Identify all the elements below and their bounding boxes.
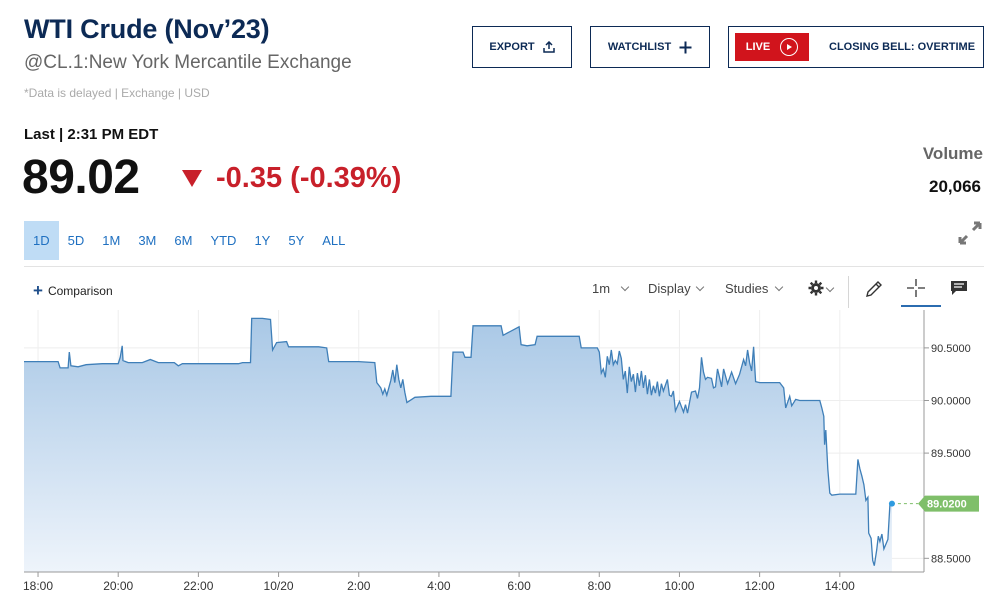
live-show-title: CLOSING BELL: OVERTIME bbox=[829, 41, 976, 53]
display-dropdown[interactable]: Display bbox=[648, 281, 704, 296]
display-label: Display bbox=[648, 281, 691, 296]
live-badge: LIVE bbox=[735, 33, 809, 61]
plus-icon bbox=[679, 41, 692, 54]
crosshair-icon[interactable] bbox=[906, 278, 926, 298]
plus-icon: + bbox=[33, 281, 43, 300]
x-tick-label: 10/20 bbox=[264, 579, 294, 593]
volume-value: 20,066 bbox=[929, 177, 981, 196]
studies-label: Studies bbox=[725, 281, 769, 296]
x-tick-label: 22:00 bbox=[183, 579, 213, 593]
last-price: 89.02 bbox=[22, 151, 140, 204]
comparison-button[interactable]: + Comparison bbox=[33, 281, 113, 300]
x-tick-label: 12:00 bbox=[745, 579, 775, 593]
pencil-icon[interactable] bbox=[864, 279, 884, 299]
export-button[interactable]: EXPORT bbox=[472, 26, 572, 68]
crosshair-active-indicator bbox=[901, 305, 941, 307]
range-6m[interactable]: 6M bbox=[174, 233, 193, 248]
comment-icon[interactable] bbox=[950, 280, 968, 296]
play-icon bbox=[780, 38, 799, 56]
range-ytd[interactable]: YTD bbox=[210, 233, 237, 248]
x-tick-label: 2:00 bbox=[347, 579, 371, 593]
watchlist-button[interactable]: WATCHLIST bbox=[590, 26, 710, 68]
settings-dropdown[interactable] bbox=[808, 280, 835, 299]
y-tick-label: 89.5000 bbox=[931, 448, 971, 460]
comparison-label: Comparison bbox=[47, 284, 113, 298]
range-3m[interactable]: 3M bbox=[138, 233, 157, 248]
x-tick-label: 18:00 bbox=[23, 579, 53, 593]
range-5y[interactable]: 5Y bbox=[288, 233, 305, 248]
x-tick-label: 14:00 bbox=[825, 579, 855, 593]
last-price-tag: 89.0200 bbox=[918, 495, 979, 512]
chevron-down-icon bbox=[775, 282, 784, 292]
price-change: -0.35 (-0.39%) bbox=[182, 162, 401, 195]
interval-label: 1m bbox=[592, 281, 611, 296]
range-5d[interactable]: 5D bbox=[67, 233, 85, 248]
last-price-tag-label: 89.0200 bbox=[927, 499, 967, 511]
price-chart-svg[interactable]: 18:00 20:00 22:00 10/20 2:00 4:00 6:00 8:00 10:0… bbox=[0, 310, 991, 601]
price-area bbox=[24, 318, 892, 572]
toolbar-separator bbox=[848, 276, 849, 308]
gear-icon bbox=[808, 280, 824, 299]
x-tick-label: 20:00 bbox=[103, 579, 133, 593]
price-line bbox=[24, 317, 893, 566]
chevron-down-icon bbox=[825, 283, 835, 293]
live-label: LIVE bbox=[745, 41, 771, 53]
x-tick-label: 6:00 bbox=[507, 579, 531, 593]
time-range-selector: 1D 5D 1M 3M 6M YTD 1Y 5Y ALL bbox=[24, 221, 354, 260]
x-tick-label: 10:00 bbox=[664, 579, 694, 593]
live-show-button[interactable]: LIVE CLOSING BELL: OVERTIME bbox=[728, 26, 984, 68]
range-1y[interactable]: 1Y bbox=[254, 233, 271, 248]
quote-title: WTI Crude (Nov’23) bbox=[24, 14, 270, 44]
expand-chart-icon[interactable] bbox=[957, 220, 983, 251]
x-tick-label: 8:00 bbox=[588, 579, 612, 593]
chevron-down-icon bbox=[620, 282, 630, 292]
export-label: EXPORT bbox=[489, 41, 535, 53]
range-1d[interactable]: 1D bbox=[24, 221, 59, 260]
chevron-down-icon bbox=[695, 282, 704, 292]
last-trade-time: Last | 2:31 PM EDT bbox=[24, 126, 159, 143]
volume-label: Volume bbox=[922, 144, 983, 163]
price-chart[interactable]: 18:00 20:00 22:00 10/20 2:00 4:00 6:00 8:00 10:0… bbox=[0, 310, 991, 601]
range-all[interactable]: ALL bbox=[322, 233, 346, 248]
range-1m[interactable]: 1M bbox=[102, 233, 121, 248]
y-tick-label: 90.5000 bbox=[931, 343, 971, 355]
x-tick-label: 4:00 bbox=[427, 579, 451, 593]
down-arrow-icon bbox=[182, 170, 202, 187]
interval-dropdown[interactable]: 1m bbox=[592, 281, 630, 296]
watchlist-label: WATCHLIST bbox=[607, 41, 672, 53]
toolbar-divider bbox=[24, 266, 984, 267]
y-tick-label: 90.0000 bbox=[931, 395, 971, 407]
price-change-value: -0.35 (-0.39%) bbox=[216, 162, 402, 194]
y-tick-label: 88.5000 bbox=[931, 553, 971, 565]
exchange-subtitle: @CL.1:New York Mercantile Exchange bbox=[24, 52, 352, 73]
data-delay-note: *Data is delayed | Exchange | USD bbox=[24, 86, 210, 100]
last-price-dot bbox=[888, 500, 895, 507]
share-icon bbox=[542, 41, 555, 53]
studies-dropdown[interactable]: Studies bbox=[725, 281, 784, 296]
